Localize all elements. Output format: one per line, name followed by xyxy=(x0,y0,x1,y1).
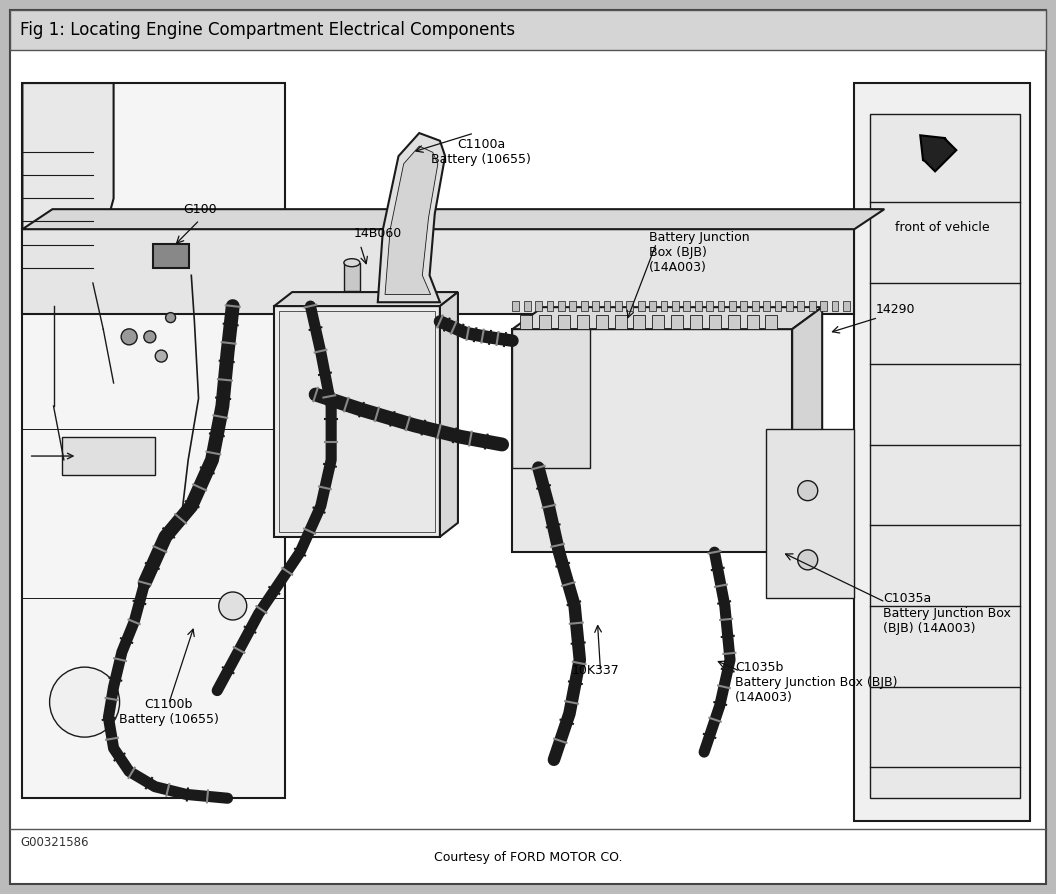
Polygon shape xyxy=(920,135,957,172)
Polygon shape xyxy=(22,209,884,229)
Bar xyxy=(638,301,644,311)
Bar xyxy=(62,437,155,476)
Bar xyxy=(592,301,599,311)
Bar xyxy=(512,301,520,311)
Bar xyxy=(774,301,781,311)
Text: front of vehicle: front of vehicle xyxy=(895,221,989,234)
Bar xyxy=(344,263,360,291)
Bar xyxy=(690,316,702,329)
Bar xyxy=(615,316,626,329)
Bar xyxy=(695,301,701,311)
Polygon shape xyxy=(22,83,114,275)
Circle shape xyxy=(121,329,137,345)
Bar xyxy=(22,83,284,798)
Bar xyxy=(786,301,793,311)
Ellipse shape xyxy=(344,258,360,266)
Bar xyxy=(706,301,713,311)
Bar xyxy=(797,301,805,311)
Bar xyxy=(718,301,724,311)
Text: 14B060: 14B060 xyxy=(354,227,402,240)
Circle shape xyxy=(155,350,167,362)
Polygon shape xyxy=(440,292,458,536)
Bar xyxy=(521,316,532,329)
Polygon shape xyxy=(275,292,458,306)
Bar xyxy=(821,301,827,311)
Bar xyxy=(540,316,551,329)
Text: C1100a
Battery (10655): C1100a Battery (10655) xyxy=(432,139,531,166)
Bar xyxy=(709,316,721,329)
Circle shape xyxy=(219,592,247,620)
Bar xyxy=(672,316,683,329)
Circle shape xyxy=(797,481,817,501)
Bar xyxy=(870,114,1020,798)
Text: 10K337: 10K337 xyxy=(571,664,619,678)
Bar xyxy=(809,301,815,311)
Bar xyxy=(729,301,736,311)
Text: C1035a
Battery Junction Box
(BJB) (14A003): C1035a Battery Junction Box (BJB) (14A00… xyxy=(884,592,1012,635)
Text: C1100b
Battery (10655): C1100b Battery (10655) xyxy=(118,698,219,726)
Bar xyxy=(634,316,645,329)
Bar xyxy=(524,301,531,311)
Text: G100: G100 xyxy=(183,203,216,215)
Circle shape xyxy=(797,550,817,569)
Bar xyxy=(615,301,622,311)
Text: 14290: 14290 xyxy=(876,303,916,316)
Bar xyxy=(596,316,608,329)
Polygon shape xyxy=(512,308,823,329)
Circle shape xyxy=(166,313,175,323)
Bar xyxy=(22,229,854,314)
Bar xyxy=(661,301,667,311)
Text: C1035b
Battery Junction Box (BJB)
(14A003): C1035b Battery Junction Box (BJB) (14A00… xyxy=(735,662,898,704)
Bar xyxy=(767,429,854,598)
Bar xyxy=(581,301,588,311)
Bar xyxy=(577,316,589,329)
Bar xyxy=(763,301,770,311)
Text: Fig 1: Locating Engine Compartment Electrical Components: Fig 1: Locating Engine Compartment Elect… xyxy=(20,21,515,39)
Bar xyxy=(649,301,656,311)
Bar xyxy=(279,311,435,532)
Bar xyxy=(10,10,1046,50)
Polygon shape xyxy=(378,133,446,302)
Polygon shape xyxy=(385,146,438,294)
Text: Courtesy of FORD MOTOR CO.: Courtesy of FORD MOTOR CO. xyxy=(434,850,622,864)
Bar xyxy=(535,301,542,311)
Bar xyxy=(831,301,838,311)
Bar xyxy=(512,329,590,468)
Circle shape xyxy=(144,331,156,342)
Bar xyxy=(843,301,850,311)
Circle shape xyxy=(50,667,119,738)
Text: Battery Junction
Box (BJB)
(14A003): Battery Junction Box (BJB) (14A003) xyxy=(649,231,750,274)
Bar xyxy=(547,301,553,311)
Bar xyxy=(854,83,1031,822)
Bar xyxy=(766,316,777,329)
Bar xyxy=(752,301,758,311)
Bar xyxy=(672,301,679,311)
Bar xyxy=(275,306,440,536)
Bar xyxy=(683,301,691,311)
Bar xyxy=(747,316,758,329)
Bar xyxy=(740,301,748,311)
Bar xyxy=(604,301,610,311)
Bar xyxy=(653,316,664,329)
Bar xyxy=(569,301,577,311)
Bar xyxy=(558,301,565,311)
Bar xyxy=(728,316,739,329)
Bar xyxy=(512,329,792,552)
Bar xyxy=(626,301,634,311)
Bar xyxy=(559,316,570,329)
Bar xyxy=(152,244,189,268)
Polygon shape xyxy=(792,308,823,552)
Text: G00321586: G00321586 xyxy=(20,836,89,848)
